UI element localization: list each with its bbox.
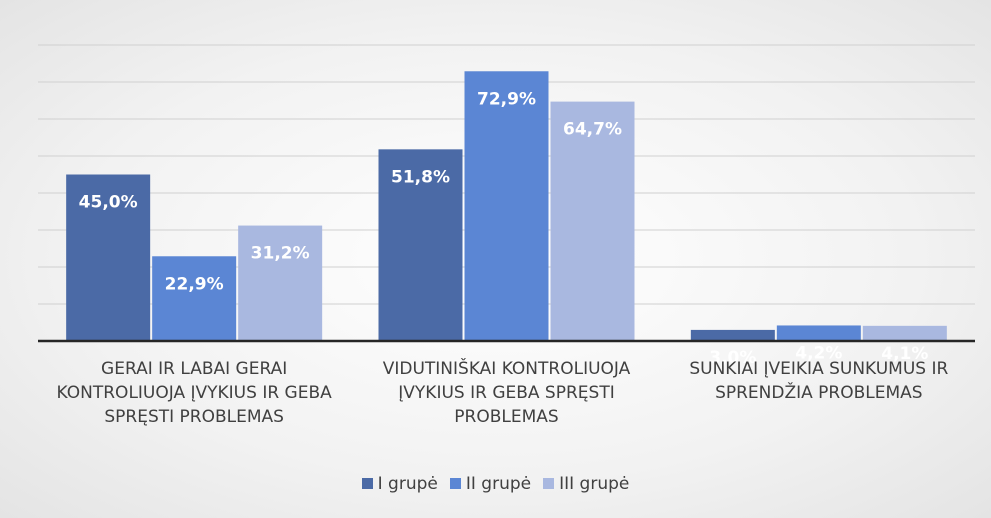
data-label: 31,2% xyxy=(251,244,310,264)
bar xyxy=(862,325,947,341)
legend-item: I grupė xyxy=(361,474,438,494)
legend-swatch xyxy=(361,478,373,489)
bar xyxy=(152,256,237,341)
legend-label: II grupė xyxy=(465,474,532,494)
data-label: 64,7% xyxy=(563,120,622,140)
data-label: 4,1% xyxy=(881,344,928,364)
legend-swatch xyxy=(543,478,555,489)
legend-label: III grupė xyxy=(559,474,630,494)
bar xyxy=(690,329,775,341)
bar xyxy=(550,101,635,341)
x-tick-label: SUNKIAI ĮVEIKIA SUNKUMUS IR SPRENDŽIA PR… xyxy=(689,359,949,403)
data-label: 3,0% xyxy=(709,348,756,368)
legend: I grupė II grupė III grupė xyxy=(0,474,991,494)
data-label: 72,9% xyxy=(477,89,536,109)
legend-swatch xyxy=(449,478,461,489)
data-label: 51,8% xyxy=(391,167,450,187)
data-label: 4,2% xyxy=(795,343,842,363)
data-label: 45,0% xyxy=(79,193,138,213)
x-tick-label: VIDUTINIŠKAI KONTROLIUOJA ĮVYKIUS IR GEB… xyxy=(382,359,631,427)
bar xyxy=(238,225,323,341)
x-tick-label: GERAI IR LABAI GERAI KONTROLIUOJA ĮVYKIU… xyxy=(56,359,332,427)
data-label: 22,9% xyxy=(165,274,224,294)
legend-item: II grupė xyxy=(449,474,532,494)
legend-item: III grupė xyxy=(543,474,629,494)
legend-label: I grupė xyxy=(377,474,438,494)
bar xyxy=(464,71,549,342)
bar xyxy=(378,149,463,341)
bar xyxy=(66,174,151,341)
bar xyxy=(776,325,861,341)
